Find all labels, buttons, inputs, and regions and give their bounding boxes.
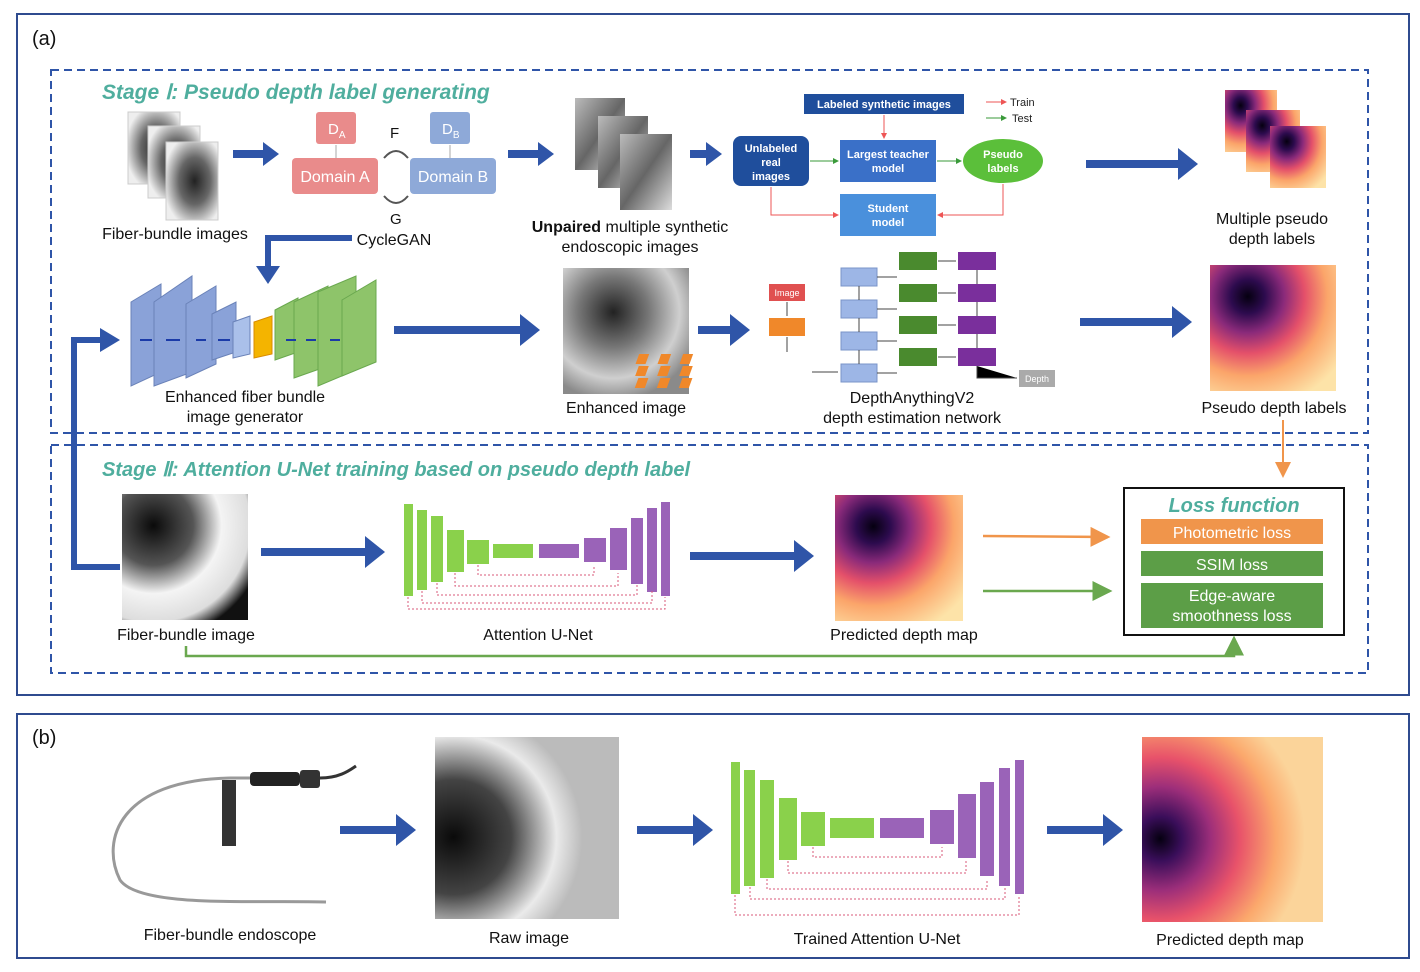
svg-text:Enhanced fiber bundle: Enhanced fiber bundle	[165, 389, 325, 406]
blue-arrows-panel-b	[340, 814, 1123, 846]
svg-text:labels: labels	[987, 163, 1018, 175]
svg-text:Attention U-Net: Attention U-Net	[483, 627, 593, 644]
panel-a-label: (a)	[32, 28, 56, 50]
db-label: DB	[442, 121, 460, 141]
legend-train: Train	[1010, 97, 1035, 109]
multiple-pseudo-labels-stack	[1225, 90, 1326, 188]
svg-text:SSIM loss: SSIM loss	[1196, 557, 1268, 574]
raw-image	[435, 737, 619, 919]
labeled-synth: Labeled synthetic images	[817, 99, 951, 111]
domain-b: Domain B	[418, 169, 488, 186]
svg-text:Photometric loss: Photometric loss	[1173, 525, 1291, 542]
enhanced-image	[563, 268, 689, 394]
panel-b-frame	[16, 713, 1410, 959]
svg-text:Largest teacher: Largest teacher	[847, 149, 930, 161]
stage1-title: Stage Ⅰ: Pseudo depth label generating	[102, 81, 490, 104]
svg-text:real: real	[761, 157, 781, 169]
panel-b-label: (b)	[32, 727, 56, 749]
trained-attention-unet	[731, 760, 1024, 916]
predicted-depth-map-a	[835, 495, 963, 621]
endoscope-drawing	[111, 764, 357, 904]
teacher-student-block: Labeled synthetic images Unlabeled real …	[733, 94, 1043, 236]
cyclegan-label: CycleGAN	[357, 232, 432, 249]
svg-text:Student: Student	[868, 203, 909, 215]
blue-arrows-row2	[394, 306, 1192, 346]
blue-arrows-stage2	[261, 536, 814, 572]
panel-a-frame	[16, 13, 1410, 696]
svg-text:Image: Image	[774, 288, 799, 298]
svg-text:smoothness loss: smoothness loss	[1172, 608, 1291, 625]
svg-text:Edge-aware: Edge-aware	[1189, 588, 1275, 605]
svg-text:depth labels: depth labels	[1229, 231, 1315, 248]
svg-text:model: model	[872, 163, 904, 175]
svg-text:Trained Attention U-Net: Trained Attention U-Net	[794, 931, 961, 948]
legend-test: Test	[1012, 113, 1032, 125]
svg-text:Multiple pseudo: Multiple pseudo	[1216, 211, 1328, 228]
svg-text:images: images	[752, 171, 790, 183]
g-label: G	[390, 211, 402, 228]
svg-text:Predicted depth map: Predicted depth map	[1156, 932, 1304, 949]
domain-a: Domain A	[300, 169, 370, 186]
svg-text:depth estimation network: depth estimation network	[823, 410, 1002, 427]
svg-text:Fiber-bundle image: Fiber-bundle image	[117, 627, 255, 644]
svg-text:Fiber-bundle endoscope: Fiber-bundle endoscope	[144, 927, 317, 944]
svg-text:Depth: Depth	[1025, 374, 1049, 384]
fiber-bundle-image	[122, 494, 248, 620]
stage1-box	[50, 69, 1369, 434]
svg-text:Raw image: Raw image	[489, 930, 569, 947]
f-label: F	[390, 125, 399, 142]
attention-unet	[404, 502, 670, 610]
svg-text:Loss function: Loss function	[1168, 495, 1299, 517]
svg-text:image generator: image generator	[187, 409, 304, 426]
depthanything-network: Image	[634, 252, 1055, 388]
fiber-bundle-images-stack	[127, 111, 219, 221]
unpaired-line1: Unpaired multiple synthetic	[532, 219, 729, 236]
svg-text:Pseudo: Pseudo	[983, 149, 1023, 161]
generator-network	[130, 275, 377, 387]
pseudo-depth-image	[1210, 265, 1336, 391]
unpaired-line2: endoscopic images	[562, 239, 699, 256]
svg-text:model: model	[872, 217, 904, 229]
svg-text:Predicted depth map: Predicted depth map	[830, 627, 978, 644]
svg-text:Enhanced image: Enhanced image	[566, 400, 686, 417]
svg-text:Pseudo depth labels: Pseudo depth labels	[1202, 400, 1347, 417]
svg-text:DepthAnythingV2: DepthAnythingV2	[850, 390, 975, 407]
blue-arrows-row1	[233, 142, 1198, 180]
synthetic-images-stack	[575, 98, 672, 210]
da-label: DA	[328, 121, 346, 141]
loss-function-box: Loss function Photometric loss SSIM loss…	[1123, 487, 1345, 636]
stage2-box	[50, 444, 1369, 674]
stage2-title: Stage Ⅱ: Attention U-Net training based …	[102, 459, 690, 481]
predicted-depth-map-b	[1142, 737, 1323, 922]
fiber-bundle-images-label: Fiber-bundle images	[102, 226, 248, 243]
cyclegan-block: DA Domain A DB Domain B F G	[292, 112, 496, 228]
svg-text:Unlabeled: Unlabeled	[745, 143, 798, 155]
